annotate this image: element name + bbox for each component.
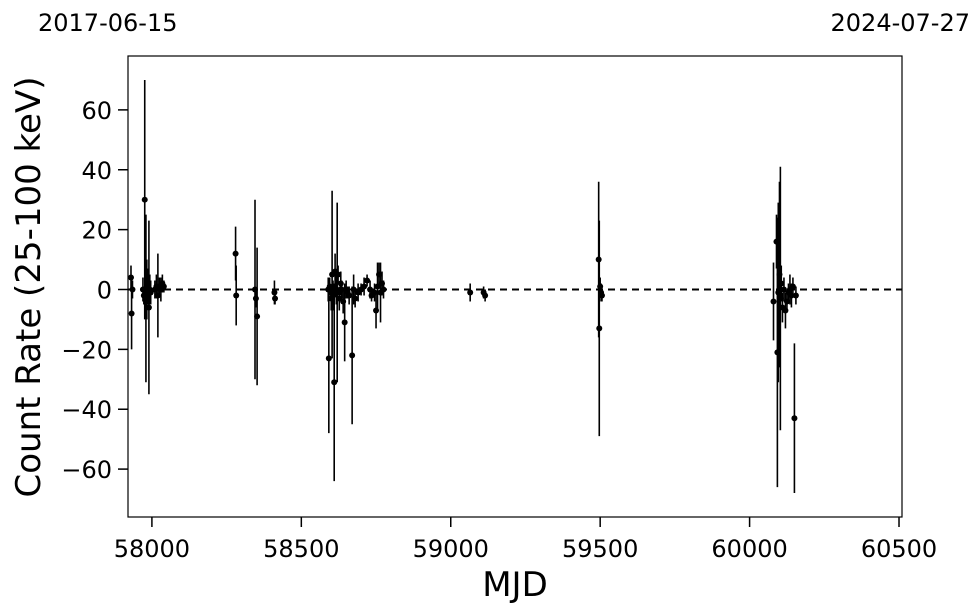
data-point-39 xyxy=(337,280,344,287)
y-tick-label-0: −60 xyxy=(61,456,112,484)
y-tick-label-1: −40 xyxy=(61,396,112,424)
y-tick-label-3: 0 xyxy=(97,276,112,304)
x-axis-label: MJD xyxy=(482,565,548,605)
data-point-74 xyxy=(776,271,783,278)
data-point-24 xyxy=(254,313,261,320)
data-point-28 xyxy=(325,355,332,362)
y-axis-ticks: −60 −40 −20 0 20 40 60 xyxy=(61,97,128,484)
data-point-80 xyxy=(783,298,790,305)
data-point-46 xyxy=(349,352,356,359)
data-point-52 xyxy=(364,277,371,284)
data-point-70 xyxy=(770,298,777,305)
data-point-62 xyxy=(467,289,474,296)
data-point-21 xyxy=(233,292,240,299)
data-point-2 xyxy=(129,286,136,293)
data-point-83 xyxy=(788,292,795,299)
errorbar-layer xyxy=(130,79,797,494)
data-point-69 xyxy=(598,292,605,299)
data-point-12 xyxy=(147,289,154,296)
data-point-76 xyxy=(778,280,785,287)
data-point-10 xyxy=(145,304,152,311)
data-point-64 xyxy=(482,292,489,299)
y-tick-label-2: −20 xyxy=(61,336,112,364)
data-point-41 xyxy=(340,298,347,305)
y-tick-label-5: 40 xyxy=(81,157,112,185)
data-point-60 xyxy=(379,280,386,287)
data-point-55 xyxy=(371,289,378,296)
data-point-26 xyxy=(272,295,279,302)
data-point-61 xyxy=(380,286,387,293)
data-point-37 xyxy=(335,271,342,278)
data-point-1 xyxy=(128,310,135,317)
data-point-29 xyxy=(326,283,333,290)
data-point-73 xyxy=(775,289,782,296)
x-tick-label-2: 59000 xyxy=(413,535,489,563)
x-tick-label-3: 59500 xyxy=(562,535,638,563)
data-point-45 xyxy=(346,292,353,299)
y-tick-label-4: 20 xyxy=(81,217,112,245)
data-point-0 xyxy=(127,274,134,281)
data-point-71 xyxy=(773,238,780,245)
data-point-84 xyxy=(789,283,796,290)
data-point-48 xyxy=(352,295,359,302)
top-left-date: 2017-06-15 xyxy=(38,9,177,37)
data-point-36 xyxy=(334,289,341,296)
y-axis-label: Count Rate (25-100 keV) xyxy=(9,77,49,498)
data-point-33 xyxy=(331,379,338,386)
x-tick-label-0: 58000 xyxy=(114,535,190,563)
data-point-57 xyxy=(374,283,381,290)
data-point-67 xyxy=(597,283,604,290)
data-point-51 xyxy=(361,283,368,290)
data-point-20 xyxy=(232,250,239,257)
data-point-32 xyxy=(330,292,337,299)
data-point-56 xyxy=(373,307,380,314)
data-point-65 xyxy=(595,256,602,263)
data-point-25 xyxy=(271,289,278,296)
data-point-22 xyxy=(252,286,259,293)
data-point-78 xyxy=(780,286,787,293)
data-point-72 xyxy=(774,349,781,356)
data-point-7 xyxy=(142,295,149,302)
data-point-42 xyxy=(341,319,348,326)
data-point-15 xyxy=(154,292,161,299)
data-point-86 xyxy=(792,292,799,299)
x-tick-label-1: 58500 xyxy=(263,535,339,563)
x-tick-label-5: 60500 xyxy=(861,535,937,563)
point-layer xyxy=(127,196,799,422)
x-axis-ticks: 58000 58500 59000 59500 60000 60500 xyxy=(114,517,937,563)
data-point-19 xyxy=(160,283,167,290)
data-point-5 xyxy=(141,196,148,203)
plot-frame xyxy=(127,55,903,518)
data-point-75 xyxy=(777,295,784,302)
x-tick-label-4: 60000 xyxy=(711,535,787,563)
data-point-47 xyxy=(350,286,357,293)
data-point-40 xyxy=(338,286,345,293)
data-point-66 xyxy=(596,325,603,332)
data-point-23 xyxy=(252,295,259,302)
data-point-85 xyxy=(791,415,798,422)
data-point-79 xyxy=(782,307,789,314)
top-right-date: 2024-07-27 xyxy=(831,9,970,37)
data-point-53 xyxy=(367,286,374,293)
data-point-58 xyxy=(376,271,383,278)
y-tick-label-6: 60 xyxy=(81,97,112,125)
